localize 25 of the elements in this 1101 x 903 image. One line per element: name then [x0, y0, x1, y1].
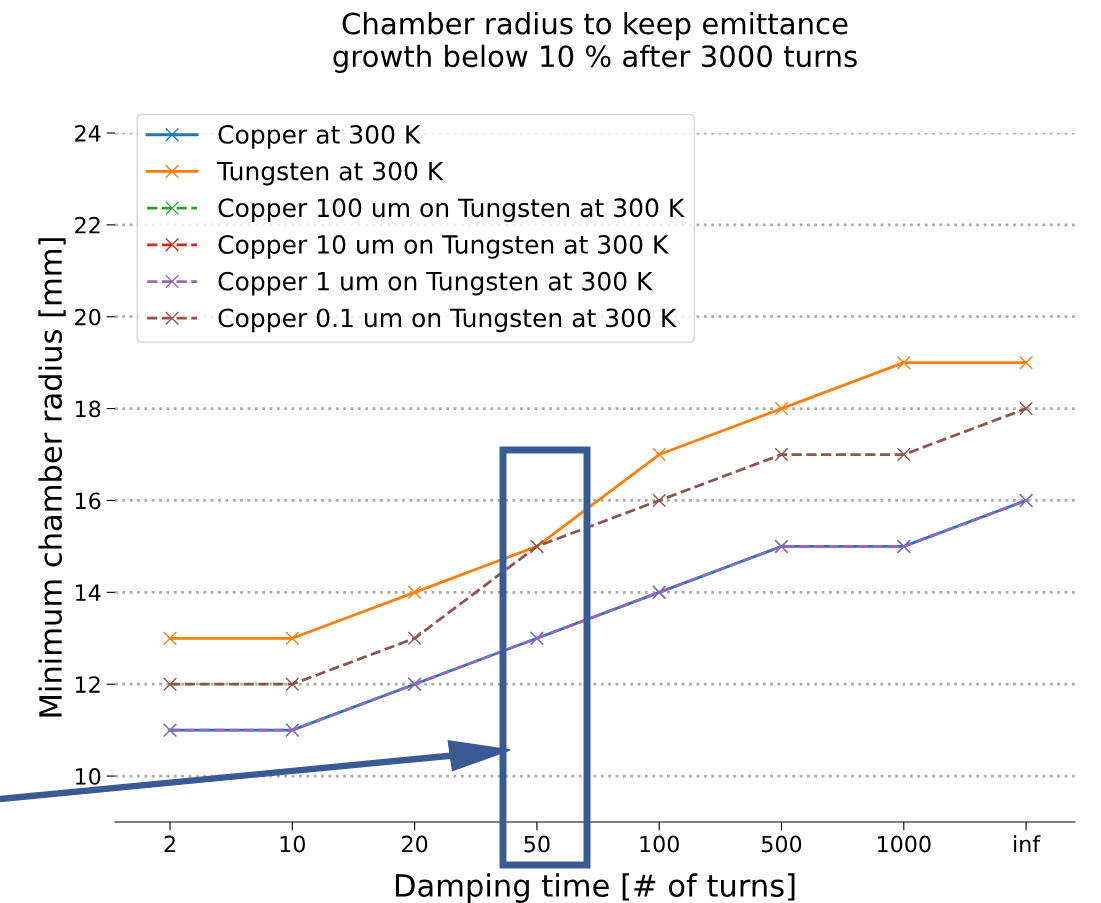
x-tick-label: 500 — [762, 835, 802, 853]
y-tick-label: 14 — [75, 584, 101, 601]
legend-label: Copper 0.1 um on Tungsten at 300 K — [218, 308, 677, 333]
x-tick-label: 2 — [164, 835, 175, 853]
y-tick-label: 10 — [75, 768, 101, 785]
y-tick-label: 18 — [75, 400, 101, 418]
y-tick-label: 20 — [75, 308, 101, 326]
chart-title: Chamber radius to keep emittance growth below 10 % after 3000 turns — [333, 12, 857, 73]
legend-label: Copper 1 um on Tungsten at 300 K — [218, 271, 653, 296]
x-tick-label: 50 — [524, 835, 550, 853]
x-tick-label: 100 — [640, 835, 679, 853]
legend-label: Copper 10 um on Tungsten at 300 K — [218, 235, 669, 259]
y-tick-label: 16 — [75, 492, 101, 510]
x-tick-label: 10 — [280, 835, 305, 853]
x-axis-title: Damping time [# of turns] — [395, 873, 795, 903]
legend-label: Copper 100 um on Tungsten at 300 K — [218, 198, 685, 223]
y-tick-label: 12 — [75, 676, 100, 693]
legend-label: Tungsten at 300 K — [217, 161, 444, 186]
y-tick-label: 24 — [75, 124, 101, 142]
legend-label: Copper at 300 K — [218, 124, 421, 149]
y-axis-title: Minimum chamber radius [mm] — [38, 238, 66, 717]
x-tick-label: 20 — [402, 835, 428, 853]
y-tick-label: 22 — [75, 216, 100, 234]
x-tick-label: inf — [1014, 835, 1041, 853]
x-tick-label: 1000 — [877, 835, 931, 853]
